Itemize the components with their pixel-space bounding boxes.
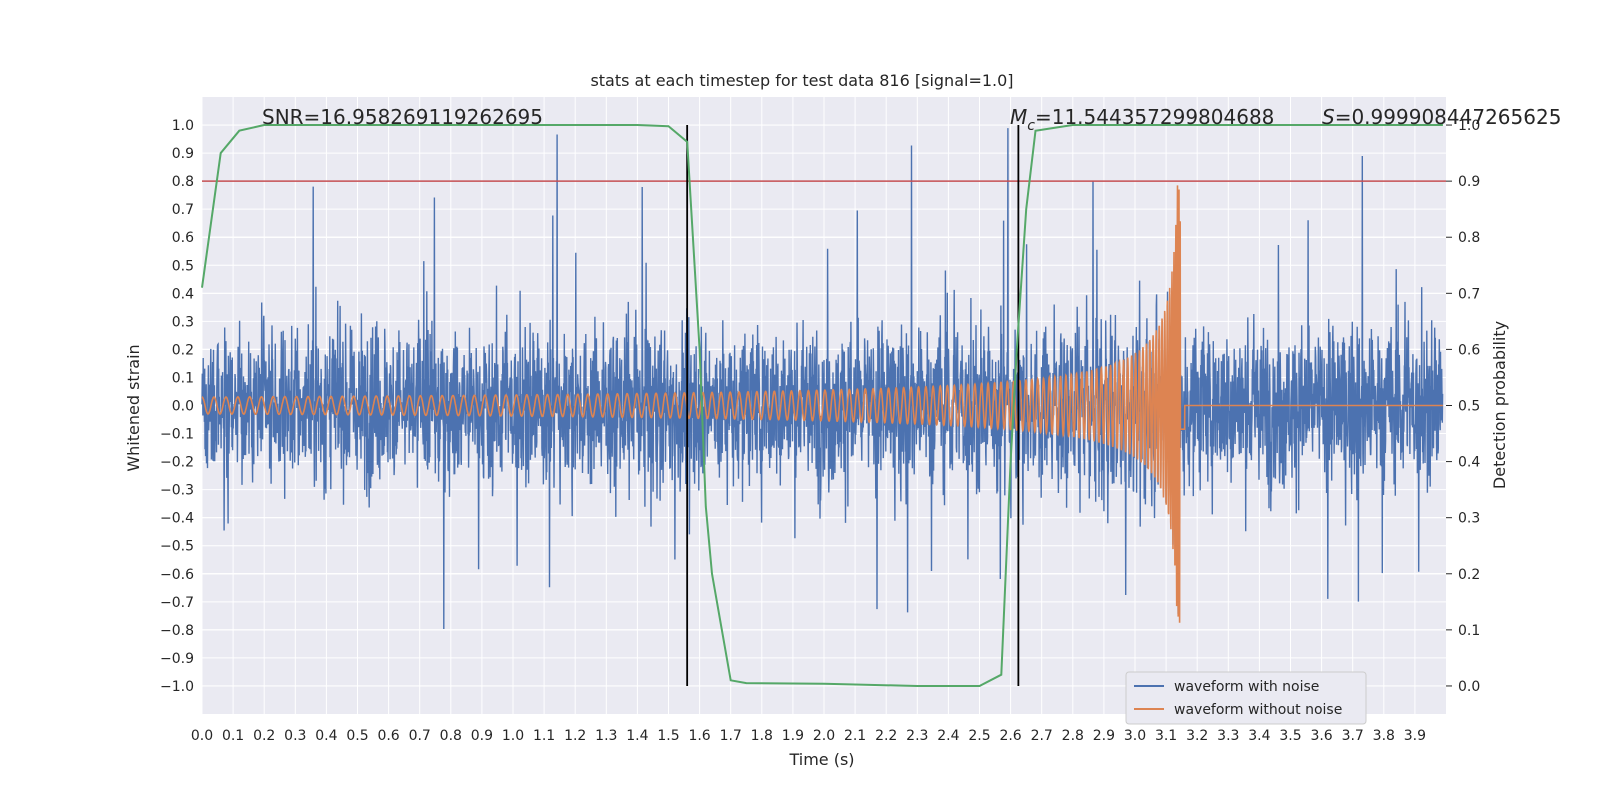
x-tick-label: 0.9 [471,728,493,744]
y-tick-label: −1.0 [160,679,194,695]
x-tick-label: 2.2 [875,728,897,744]
y-axis-ticks: −1.0 −0.9 −0.8 −0.7 −0.6 −0.5 −0.4 −0.3 −0.2 −0.1… [160,118,194,695]
y-tick-label: 0.3 [172,314,194,330]
y-tick-label: 0.4 [172,286,194,302]
y-tick-label: 0.5 [172,258,194,274]
x-tick-label: 1.1 [533,728,555,744]
y2-tick-label: 1.0 [1458,118,1480,134]
y2-tick-label: 0.2 [1458,567,1480,583]
y2-tick-label: 0.1 [1458,623,1480,639]
x-tick-label: 0.2 [253,728,275,744]
y2-tick-label: 0.0 [1458,679,1480,695]
x-tick-label: 2.5 [968,728,990,744]
y2-axis-ticks: 0.0 0.1 0.2 0.3 0.4 0.5 0.6 0.7 0.8 0.9 1.0 [1446,118,1480,695]
x-axis-ticks: 0.0 0.1 0.2 0.3 0.4 0.5 0.6 0.7 0.8 0.9 1.0 1.1 1.2 1… [191,728,1426,744]
y-tick-label: 0.2 [172,342,194,358]
y-tick-label: 0.0 [172,399,194,415]
y-tick-label: 0.1 [172,370,194,386]
y2-tick-label: 0.9 [1458,174,1480,190]
x-tick-label: 3.9 [1404,728,1426,744]
x-tick-label: 1.0 [502,728,524,744]
x-tick-label: 0.5 [346,728,368,744]
y2-axis-label: Detection probability [1490,321,1509,489]
x-tick-label: 2.4 [937,728,959,744]
x-tick-label: 3.8 [1373,728,1395,744]
y-tick-label: 0.7 [172,202,194,218]
x-tick-label: 2.8 [1062,728,1084,744]
y-tick-label: −0.2 [160,455,194,471]
y-axis-label: Whitened strain [124,344,143,471]
x-tick-label: 3.5 [1279,728,1301,744]
x-tick-label: 2.6 [999,728,1021,744]
snr-annotation: SNR=16.958269119262695 [262,105,543,129]
y2-tick-label: 0.8 [1458,230,1480,246]
x-tick-label: 2.7 [1031,728,1053,744]
legend-box [1125,671,1367,725]
x-tick-label: 1.5 [657,728,679,744]
x-tick-label: 1.8 [751,728,773,744]
y-tick-label: −0.6 [160,567,194,583]
x-tick-label: 0.0 [191,728,213,744]
series-waveform-with-noise [201,128,1444,630]
x-tick-label: 3.1 [1155,728,1177,744]
x-tick-label: 3.3 [1217,728,1239,744]
x-tick-label: 2.0 [813,728,835,744]
x-tick-label: 0.3 [284,728,306,744]
s-symbol: S [1322,105,1335,129]
x-tick-label: 3.7 [1342,728,1364,744]
probability-line [201,124,1443,687]
vertical-markers [686,125,1020,686]
x-tick-label: 0.8 [440,728,462,744]
legend: waveform with noise waveform without noi… [1125,671,1367,725]
y-tick-label: −0.3 [160,483,194,499]
y2-tick-label: 0.5 [1458,399,1480,415]
s-value: =0.999908447265625 [1335,105,1562,129]
x-tick-label: 3.6 [1310,728,1332,744]
x-tick-label: 3.2 [1186,728,1208,744]
x-tick-label: 1.4 [626,728,648,744]
x-tick-label: 1.2 [564,728,586,744]
chart-title: stats at each timestep for test data 816… [590,71,1013,90]
legend-label-clean: waveform without noise [1174,702,1342,718]
mc-value: =11.544357299804688 [1035,105,1274,129]
x-tick-label: 0.6 [377,728,399,744]
y-tick-label: −0.4 [160,511,194,527]
x-tick-label: 1.6 [688,728,710,744]
x-tick-label: 1.7 [720,728,742,744]
mc-annotation: Mc=11.544357299804688 [1010,105,1274,134]
x-tick-label: 0.4 [315,728,337,744]
mc-subscript: c [1027,118,1035,134]
x-axis-label: Time (s) [788,750,854,769]
y-tick-label: −0.7 [160,595,194,611]
y2-tick-label: 0.4 [1458,455,1480,471]
y-tick-label: −0.8 [160,623,194,639]
x-tick-label: 1.9 [782,728,804,744]
series-detection-probability [201,124,1443,687]
x-tick-label: 3.4 [1248,728,1270,744]
legend-label-noise: waveform with noise [1174,679,1319,695]
y-tick-label: −0.5 [160,539,194,555]
x-tick-label: 0.7 [409,728,431,744]
y2-tick-label: 0.3 [1458,511,1480,527]
x-tick-label: 2.1 [844,728,866,744]
clean-line [201,185,1443,623]
y-tick-label: 1.0 [172,118,194,134]
x-tick-label: 0.1 [222,728,244,744]
mc-symbol: M [1010,105,1027,129]
y2-tick-label: 0.7 [1458,286,1480,302]
series-waveform-without-noise [201,185,1443,623]
x-tick-label: 2.3 [906,728,928,744]
y-tick-label: −0.1 [160,427,194,443]
y2-tick-label: 0.6 [1458,342,1480,358]
y-tick-label: 0.6 [172,230,194,246]
x-tick-label: 3.0 [1124,728,1146,744]
y-tick-label: 0.8 [172,174,194,190]
s-annotation: S=0.999908447265625 [1322,105,1561,129]
x-tick-label: 2.9 [1093,728,1115,744]
y-tick-label: 0.9 [172,146,194,162]
y-tick-label: −0.9 [160,651,194,667]
noise-line [201,128,1444,630]
x-tick-label: 1.3 [595,728,617,744]
